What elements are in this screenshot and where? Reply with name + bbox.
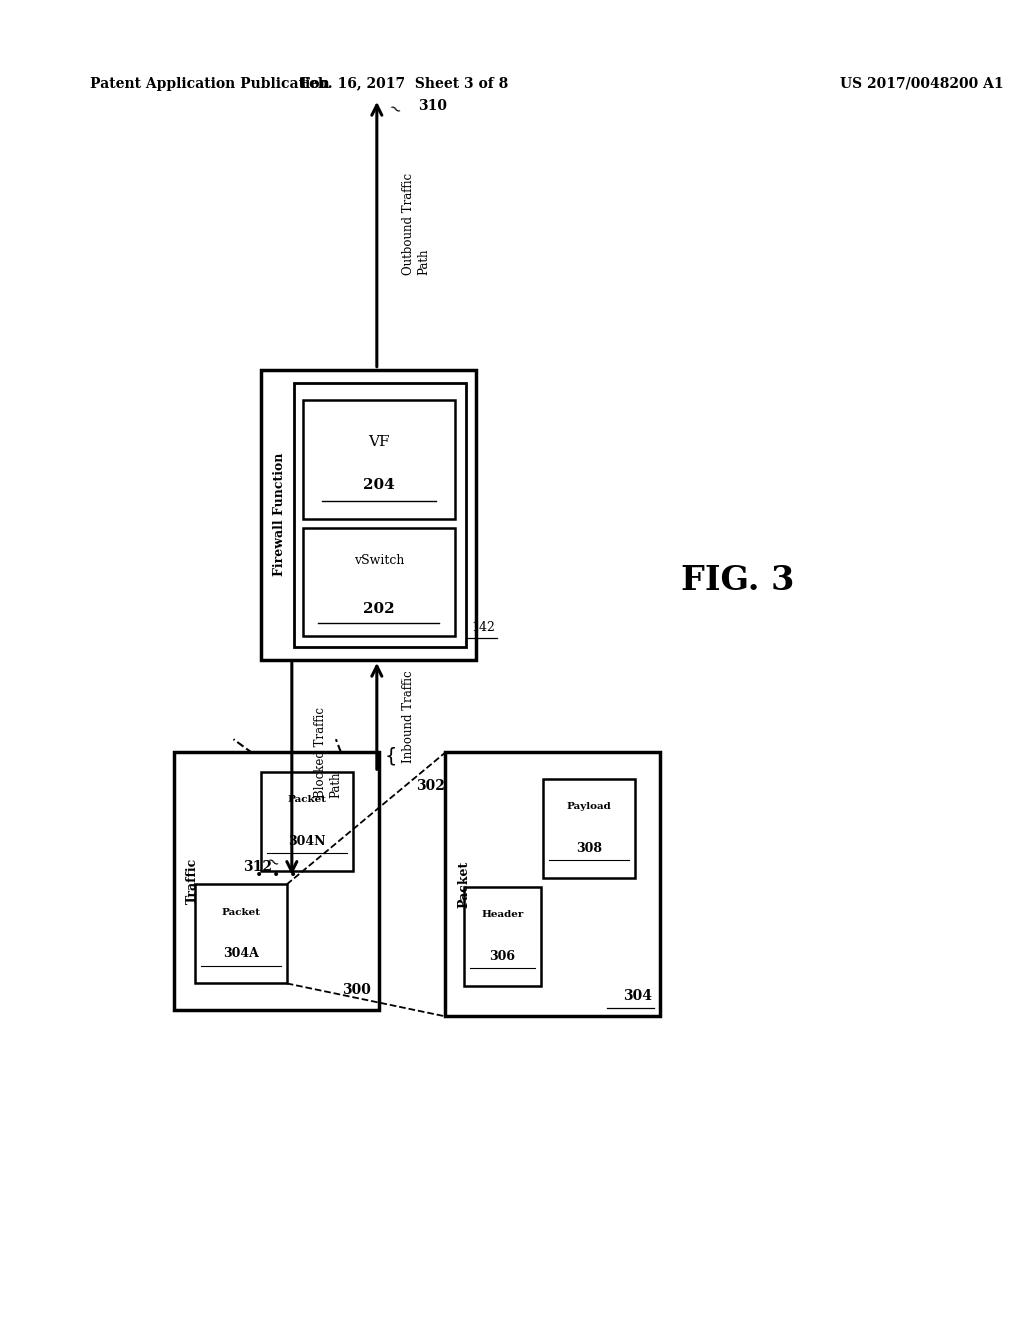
Text: Firewall Function: Firewall Function	[273, 453, 286, 577]
Text: Inbound Traffic: Inbound Traffic	[402, 671, 416, 763]
Text: Payload: Payload	[566, 803, 611, 810]
Text: 142: 142	[471, 620, 495, 634]
Text: 312: 312	[243, 861, 271, 874]
Text: ~: ~	[263, 853, 282, 871]
FancyBboxPatch shape	[195, 884, 287, 983]
Text: Packet: Packet	[458, 861, 470, 908]
FancyBboxPatch shape	[174, 752, 379, 1010]
Text: 308: 308	[575, 842, 602, 854]
Text: vSwitch: vSwitch	[353, 554, 404, 568]
Text: {: {	[385, 747, 397, 766]
Text: Packet: Packet	[221, 908, 260, 916]
FancyBboxPatch shape	[261, 772, 353, 871]
Text: Header: Header	[481, 911, 523, 919]
FancyBboxPatch shape	[543, 779, 635, 878]
Text: 300: 300	[342, 982, 371, 997]
Text: Outbound Traffic
Path: Outbound Traffic Path	[402, 173, 430, 276]
Text: Feb. 16, 2017  Sheet 3 of 8: Feb. 16, 2017 Sheet 3 of 8	[300, 77, 509, 91]
FancyBboxPatch shape	[261, 370, 476, 660]
Text: •  •  •: • • •	[255, 869, 298, 883]
FancyBboxPatch shape	[303, 528, 455, 636]
Text: 310: 310	[418, 99, 446, 112]
Text: Packet: Packet	[288, 796, 327, 804]
FancyBboxPatch shape	[445, 752, 660, 1016]
Text: 204: 204	[362, 478, 395, 492]
Text: Patent Application Publication: Patent Application Publication	[90, 77, 330, 91]
Text: 304A: 304A	[222, 948, 259, 960]
Text: 304N: 304N	[289, 836, 326, 847]
Text: 202: 202	[364, 602, 394, 616]
FancyBboxPatch shape	[303, 400, 455, 519]
Text: Traffic: Traffic	[186, 858, 199, 904]
Text: Blocked Traffic
Path: Blocked Traffic Path	[314, 708, 342, 797]
Text: VF: VF	[369, 434, 389, 449]
Text: 304: 304	[624, 989, 652, 1003]
FancyBboxPatch shape	[294, 383, 466, 647]
Text: ~: ~	[385, 100, 403, 119]
Text: US 2017/0048200 A1: US 2017/0048200 A1	[840, 77, 1004, 91]
Text: 306: 306	[489, 950, 515, 962]
Text: 302: 302	[416, 779, 444, 793]
FancyBboxPatch shape	[464, 887, 541, 986]
Text: FIG. 3: FIG. 3	[681, 565, 794, 597]
